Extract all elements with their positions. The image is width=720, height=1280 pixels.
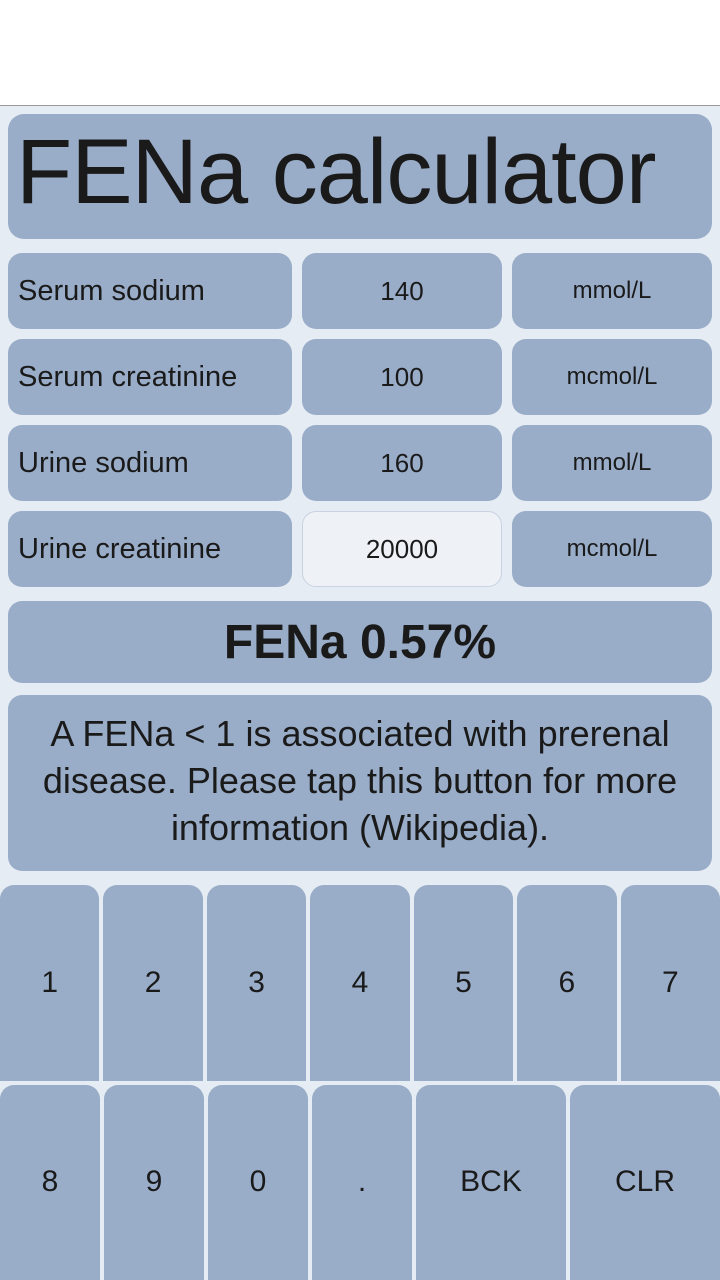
input-row-serum-sodium: Serum sodium 140 mmol/L — [8, 253, 712, 329]
app-container: FENa calculator Serum sodium 140 mmol/L … — [0, 105, 720, 1280]
key-3[interactable]: 3 — [207, 885, 306, 1080]
key-1[interactable]: 1 — [0, 885, 99, 1080]
keypad-row-2: 8 9 0 . BCK CLR — [0, 1085, 720, 1280]
unit-urine-creatinine[interactable]: mcmol/L — [512, 511, 712, 587]
page-title: FENa calculator — [16, 121, 655, 223]
key-clear[interactable]: CLR — [570, 1085, 720, 1280]
value-urine-creatinine[interactable]: 20000 — [302, 511, 502, 587]
unit-serum-creatinine[interactable]: mcmol/L — [512, 339, 712, 415]
input-row-urine-sodium: Urine sodium 160 mmol/L — [8, 425, 712, 501]
key-backspace[interactable]: BCK — [416, 1085, 566, 1280]
key-0[interactable]: 0 — [208, 1085, 308, 1280]
value-serum-creatinine[interactable]: 100 — [302, 339, 502, 415]
title-card: FENa calculator — [8, 114, 712, 239]
label-serum-creatinine[interactable]: Serum creatinine — [8, 339, 292, 415]
unit-urine-sodium[interactable]: mmol/L — [512, 425, 712, 501]
value-urine-sodium[interactable]: 160 — [302, 425, 502, 501]
key-8[interactable]: 8 — [0, 1085, 100, 1280]
label-urine-sodium[interactable]: Urine sodium — [8, 425, 292, 501]
value-serum-sodium[interactable]: 140 — [302, 253, 502, 329]
info-button[interactable]: A FENa < 1 is associated with prerenal d… — [8, 695, 712, 871]
inputs-grid: Serum sodium 140 mmol/L Serum creatinine… — [8, 253, 712, 587]
input-row-serum-creatinine: Serum creatinine 100 mcmol/L — [8, 339, 712, 415]
keypad-row-1: 1 2 3 4 5 6 7 — [0, 885, 720, 1080]
key-9[interactable]: 9 — [104, 1085, 204, 1280]
unit-serum-sodium[interactable]: mmol/L — [512, 253, 712, 329]
key-5[interactable]: 5 — [414, 885, 513, 1080]
keypad: 1 2 3 4 5 6 7 8 9 0 . BCK CLR — [0, 885, 720, 1280]
key-dot[interactable]: . — [312, 1085, 412, 1280]
input-row-urine-creatinine: Urine creatinine 20000 mcmol/L — [8, 511, 712, 587]
key-7[interactable]: 7 — [621, 885, 720, 1080]
key-2[interactable]: 2 — [103, 885, 202, 1080]
label-urine-creatinine[interactable]: Urine creatinine — [8, 511, 292, 587]
key-6[interactable]: 6 — [517, 885, 616, 1080]
label-serum-sodium[interactable]: Serum sodium — [8, 253, 292, 329]
key-4[interactable]: 4 — [310, 885, 409, 1080]
result-display: FENa 0.57% — [8, 601, 712, 683]
